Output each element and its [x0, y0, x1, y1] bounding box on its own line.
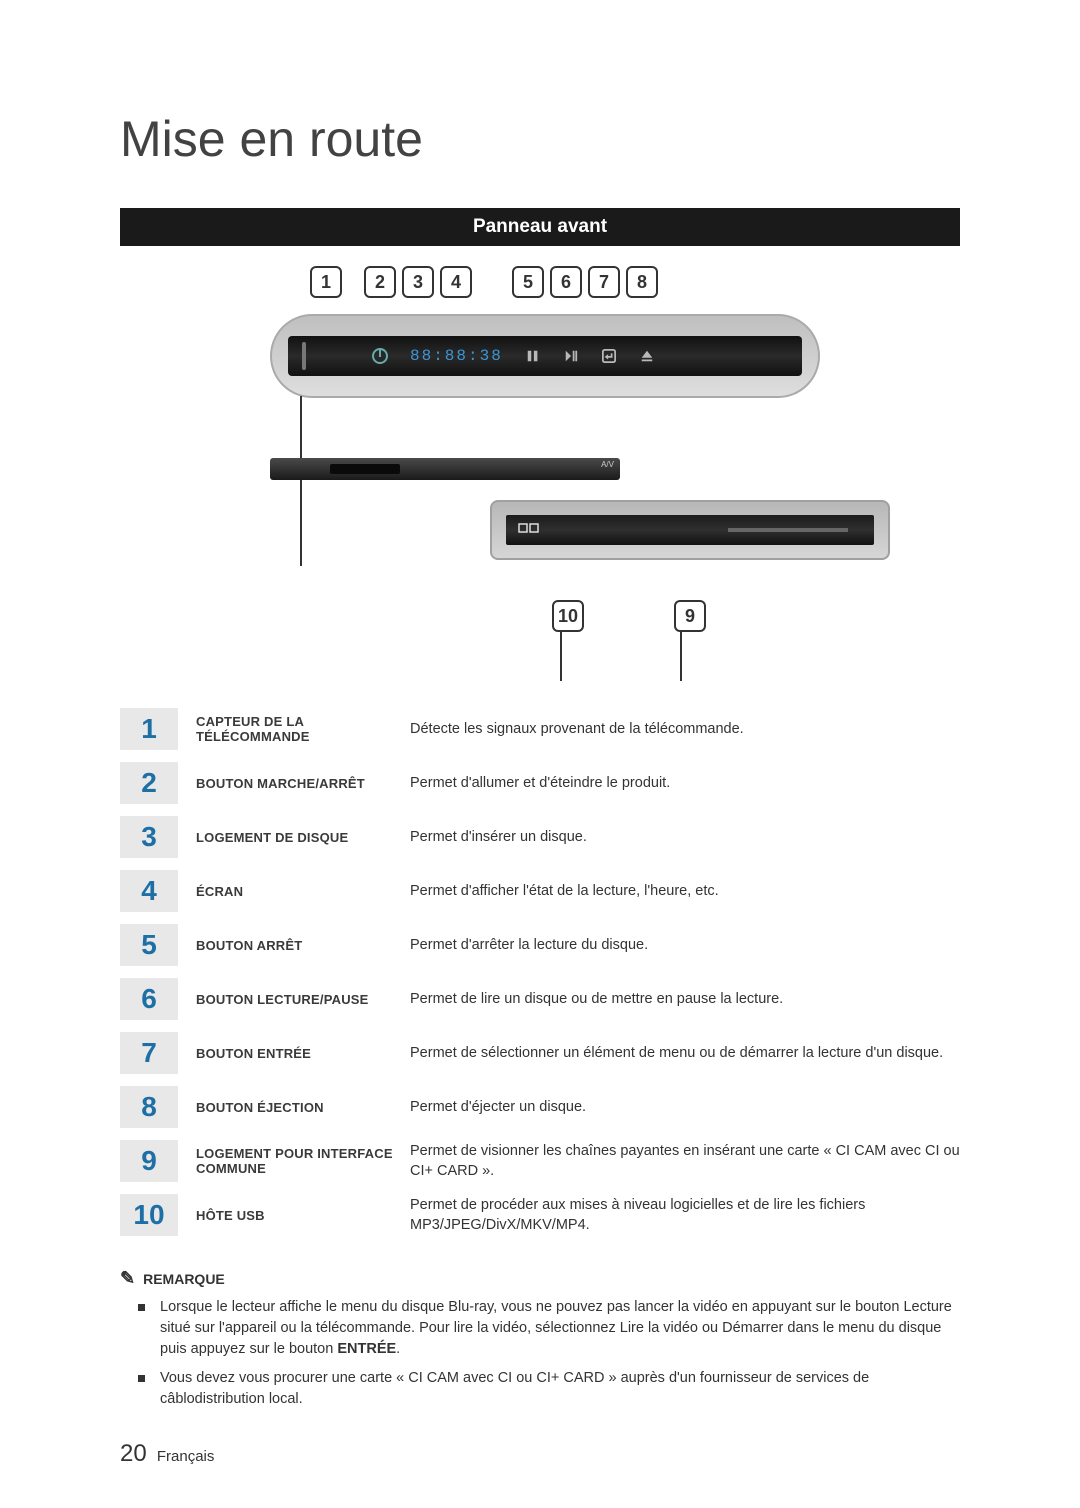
row-desc: Détecte les signaux provenant de la télé…	[410, 719, 960, 739]
row-number: 5	[120, 924, 178, 966]
leader-line	[560, 631, 562, 681]
stop-icon	[525, 349, 541, 363]
note-icon: ✎	[120, 1268, 135, 1289]
device-closeup-bottom	[490, 500, 890, 560]
row-number: 2	[120, 762, 178, 804]
row-term: BOUTON ENTRÉE	[178, 1046, 410, 1061]
table-row: 5 BOUTON ARRÊT Permet d'arrêter la lectu…	[120, 918, 960, 972]
callout-6: 6	[550, 266, 582, 298]
table-row: 2 BOUTON MARCHE/ARRÊT Permet d'allumer e…	[120, 756, 960, 810]
callout-2: 2	[364, 266, 396, 298]
leader-line	[300, 396, 302, 566]
power-icon	[372, 348, 388, 364]
row-desc: Permet de procéder aux mises à niveau lo…	[410, 1195, 960, 1236]
callout-4: 4	[440, 266, 472, 298]
remark-item: Lorsque le lecteur affiche le menu du di…	[160, 1297, 960, 1360]
row-term: LOGEMENT POUR INTERFACE COMMUNE	[178, 1146, 410, 1176]
row-desc: Permet d'arrêter la lecture du disque.	[410, 935, 960, 955]
remark-text: Vous devez vous procurer une carte « CI …	[160, 1370, 869, 1407]
row-desc: Permet d'allumer et d'éteindre le produi…	[410, 773, 960, 793]
row-number: 7	[120, 1032, 178, 1074]
row-number: 6	[120, 978, 178, 1020]
play-pause-icon	[563, 349, 579, 363]
callout-9: 9	[674, 600, 706, 632]
usb-icon	[518, 520, 540, 540]
callout-5: 5	[512, 266, 544, 298]
table-row: 10 HÔTE USB Permet de procéder aux mises…	[120, 1188, 960, 1242]
row-number: 8	[120, 1086, 178, 1128]
row-desc: Permet de visionner les chaînes payantes…	[410, 1141, 960, 1182]
table-row: 6 BOUTON LECTURE/PAUSE Permet de lire un…	[120, 972, 960, 1026]
callout-3: 3	[402, 266, 434, 298]
row-term: BOUTON ARRÊT	[178, 938, 410, 953]
row-number: 1	[120, 708, 178, 750]
table-row: 3 LOGEMENT DE DISQUE Permet d'insérer un…	[120, 810, 960, 864]
row-number: 4	[120, 870, 178, 912]
table-row: 9 LOGEMENT POUR INTERFACE COMMUNE Permet…	[120, 1134, 960, 1188]
device-diagram: 1 2 3 4 5 6 7 8 88:88:38	[190, 266, 890, 672]
remark-label: REMARQUE	[143, 1271, 225, 1287]
row-term: ÉCRAN	[178, 884, 410, 899]
row-term: CAPTEUR DE LA TÉLÉCOMMANDE	[178, 714, 410, 744]
row-number: 10	[120, 1194, 178, 1236]
callout-7: 7	[588, 266, 620, 298]
row-term: HÔTE USB	[178, 1208, 410, 1223]
table-row: 1 CAPTEUR DE LA TÉLÉCOMMANDE Détecte les…	[120, 702, 960, 756]
remark-section: ✎ REMARQUE Lorsque le lecteur affiche le…	[120, 1268, 960, 1410]
row-term: LOGEMENT DE DISQUE	[178, 830, 410, 845]
page-footer: 20 Français	[120, 1440, 960, 1468]
callout-1: 1	[310, 266, 342, 298]
device-front-view: A/V	[270, 458, 620, 480]
row-desc: Permet d'éjecter un disque.	[410, 1097, 960, 1117]
eject-icon	[639, 349, 655, 363]
table-row: 4 ÉCRAN Permet d'afficher l'état de la l…	[120, 864, 960, 918]
legend-table: 1 CAPTEUR DE LA TÉLÉCOMMANDE Détecte les…	[120, 702, 960, 1242]
footer-lang: Français	[157, 1448, 215, 1465]
device-mid-label: A/V	[601, 460, 614, 469]
row-desc: Permet d'insérer un disque.	[410, 827, 960, 847]
remark-text-tail: .	[396, 1341, 400, 1357]
remark-bold: ENTRÉE	[337, 1341, 396, 1357]
page-title: Mise en route	[120, 110, 960, 168]
row-desc: Permet de lire un disque ou de mettre en…	[410, 989, 960, 1009]
row-desc: Permet d'afficher l'état de la lecture, …	[410, 881, 960, 901]
row-number: 9	[120, 1140, 178, 1182]
page-number: 20	[120, 1440, 147, 1467]
device-closeup-top: 88:88:38	[270, 314, 820, 398]
table-row: 8 BOUTON ÉJECTION Permet d'éjecter un di…	[120, 1080, 960, 1134]
row-term: BOUTON LECTURE/PAUSE	[178, 992, 410, 1007]
remark-text: Lorsque le lecteur affiche le menu du di…	[160, 1299, 952, 1357]
row-term: BOUTON MARCHE/ARRÊT	[178, 776, 410, 791]
callouts-top: 1 2 3 4 5 6 7 8	[310, 266, 890, 298]
callout-8: 8	[626, 266, 658, 298]
enter-icon	[601, 349, 617, 363]
ci-slot-icon	[728, 528, 848, 532]
remark-item: Vous devez vous procurer une carte « CI …	[160, 1368, 960, 1410]
row-number: 3	[120, 816, 178, 858]
table-row: 7 BOUTON ENTRÉE Permet de sélectionner u…	[120, 1026, 960, 1080]
row-desc: Permet de sélectionner un élément de men…	[410, 1043, 960, 1063]
display-readout: 88:88:38	[410, 347, 503, 365]
callout-10: 10	[552, 600, 584, 632]
row-term: BOUTON ÉJECTION	[178, 1100, 410, 1115]
leader-line	[680, 631, 682, 681]
section-banner: Panneau avant	[120, 208, 960, 246]
ir-sensor-icon	[302, 342, 306, 370]
